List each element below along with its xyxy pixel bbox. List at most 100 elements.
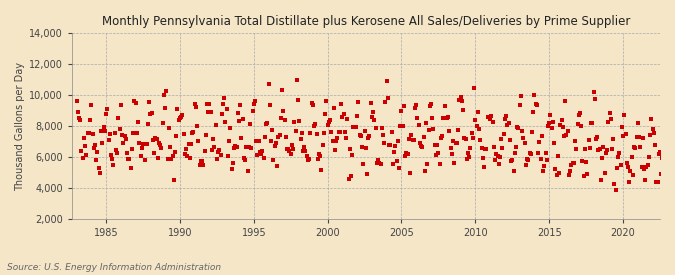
Point [558, 125, 568, 129]
Point [649, 142, 660, 147]
Point [647, 127, 658, 131]
Point [556, 118, 567, 123]
Point [383, 96, 394, 100]
Point [165, 145, 176, 149]
Point [286, 152, 296, 156]
Point [192, 124, 202, 128]
Point [275, 115, 286, 120]
Point [227, 160, 238, 165]
Point [189, 102, 200, 106]
Point [540, 151, 551, 156]
Point [84, 131, 95, 136]
Point [176, 115, 186, 119]
Point [544, 121, 555, 125]
Point [491, 152, 502, 156]
Point [347, 153, 358, 157]
Point [112, 151, 123, 155]
Point [615, 163, 626, 168]
Point [524, 150, 535, 155]
Point [493, 162, 504, 166]
Point [321, 98, 332, 103]
Point [517, 129, 528, 134]
Point [223, 138, 234, 143]
Point [443, 115, 454, 119]
Point [359, 128, 370, 133]
Point [257, 149, 268, 153]
Point [421, 121, 431, 125]
Point [135, 154, 146, 158]
Point [184, 156, 195, 160]
Point [466, 131, 477, 135]
Point [71, 99, 82, 104]
Point [468, 136, 479, 140]
Point [431, 153, 441, 157]
Point [506, 158, 516, 163]
Point [418, 135, 429, 140]
Point [169, 150, 180, 154]
Point [384, 143, 395, 147]
Point [369, 118, 380, 122]
Point [101, 112, 111, 117]
Point [620, 132, 631, 136]
Point [392, 139, 403, 143]
Point [516, 93, 526, 98]
Point [338, 111, 349, 116]
Point [188, 130, 199, 134]
Point [514, 103, 525, 107]
Point [335, 130, 346, 134]
Point [147, 138, 158, 142]
Point [214, 148, 225, 152]
Point [129, 98, 140, 103]
Point [319, 131, 329, 135]
Point [356, 134, 367, 138]
Point [386, 130, 397, 134]
Point [352, 114, 362, 119]
Point [108, 162, 119, 167]
Point [634, 135, 645, 139]
Point [546, 126, 557, 131]
Point [105, 132, 115, 136]
Point [413, 123, 424, 128]
Point [323, 120, 334, 125]
Point [221, 107, 232, 111]
Point [537, 133, 547, 138]
Point [613, 154, 624, 159]
Point [586, 121, 597, 125]
Point [226, 167, 237, 172]
Point [385, 142, 396, 147]
Point [387, 162, 398, 166]
Point [472, 110, 483, 114]
Point [254, 150, 265, 154]
Point [153, 156, 163, 160]
Point [643, 163, 653, 167]
Point [417, 145, 428, 150]
Point [560, 99, 570, 104]
Point [211, 157, 222, 162]
Point [118, 141, 129, 145]
Point [205, 109, 216, 114]
Point [449, 161, 460, 165]
Point [570, 139, 580, 143]
Point [481, 147, 492, 152]
Point [492, 154, 503, 158]
Point [115, 103, 126, 107]
Point [618, 134, 628, 138]
Point [208, 137, 219, 141]
Point [217, 102, 228, 107]
Point [247, 109, 258, 114]
Point [139, 142, 150, 146]
Point [305, 131, 316, 135]
Point [300, 149, 311, 153]
Point [290, 129, 301, 133]
Point [571, 147, 582, 152]
Point [659, 103, 670, 108]
Point [477, 156, 488, 160]
Point [289, 120, 300, 124]
Point [599, 170, 610, 175]
Point [202, 102, 213, 106]
Point [311, 131, 322, 136]
Point [183, 141, 194, 146]
Point [182, 154, 192, 158]
Point [295, 137, 306, 142]
Point [344, 146, 355, 151]
